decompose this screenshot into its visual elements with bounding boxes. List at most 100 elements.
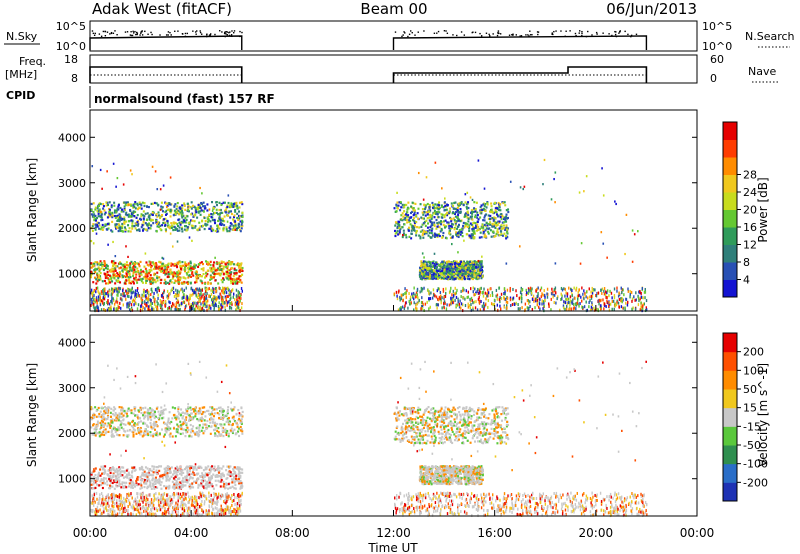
nsky-line — [392, 35, 648, 50]
echo-cell — [617, 301, 620, 305]
echo-cell — [471, 218, 474, 221]
echo-cell — [107, 301, 109, 305]
echo-cell — [467, 273, 470, 276]
echo-cell — [204, 219, 207, 223]
echo-cell — [585, 290, 588, 294]
echo-cell — [215, 484, 218, 487]
echo-cell — [394, 221, 397, 224]
echo-cell — [173, 472, 176, 475]
echo-cell — [173, 271, 176, 274]
echo-cell — [200, 302, 202, 306]
echo-cell — [639, 308, 641, 312]
echo-cell — [143, 290, 145, 294]
echo-cell — [419, 230, 422, 233]
echo-cell — [190, 275, 193, 278]
echo-cell — [499, 304, 501, 308]
echo-cell — [616, 286, 618, 290]
echo-cell — [162, 221, 165, 225]
echo-cell — [145, 269, 148, 272]
nsky-point — [614, 33, 617, 36]
echo-cell — [128, 304, 130, 308]
echo-cell — [526, 299, 529, 303]
echo-cell — [436, 269, 439, 273]
echo-cell — [93, 306, 95, 310]
echo-cell — [416, 295, 418, 299]
echo-cell — [215, 211, 218, 215]
echo-cell — [424, 206, 427, 209]
echo-cell — [187, 299, 190, 303]
echo-cell — [578, 304, 580, 308]
echo-cell — [474, 226, 477, 229]
echo-cell — [106, 264, 109, 268]
echo-cell — [218, 296, 221, 300]
echo-cell — [406, 218, 409, 221]
echo-cell — [111, 270, 114, 273]
echo-cell — [213, 220, 216, 223]
echo-cell — [483, 209, 486, 212]
echo-cell — [212, 303, 214, 307]
echo-cell — [214, 296, 216, 300]
echo-cell — [96, 221, 99, 224]
echo-cell — [116, 297, 118, 301]
echo-cell — [159, 188, 162, 191]
echo-cell — [241, 266, 244, 270]
echo-cell — [463, 239, 465, 242]
echo-cell — [137, 278, 140, 281]
echo-cell — [226, 261, 229, 264]
colorbar-swatch — [723, 262, 737, 280]
echo-cell — [120, 217, 123, 220]
echo-cell — [104, 308, 107, 312]
echo-cell — [219, 208, 222, 212]
echo-cell — [478, 295, 480, 299]
echo-cell — [639, 297, 641, 301]
echo-cell — [553, 288, 556, 292]
echo-cell — [495, 213, 498, 216]
echo-cell — [142, 214, 145, 217]
nsky-point — [106, 31, 109, 33]
echo-cell — [422, 260, 425, 263]
echo-cell — [450, 242, 453, 246]
echo-cell — [174, 228, 177, 231]
echo-cell — [164, 280, 167, 284]
echo-cell — [176, 229, 179, 232]
echo-cell — [209, 220, 212, 223]
echo-cell — [446, 221, 449, 224]
nave-label: Nave — [748, 65, 776, 78]
echo-cell — [219, 274, 222, 277]
echo-cell — [471, 234, 474, 237]
echo-cell — [640, 301, 642, 305]
echo-cell — [446, 203, 449, 207]
echo-cell — [175, 294, 178, 298]
echo-cell — [96, 475, 99, 479]
echo-cell — [102, 288, 104, 292]
echo-cell — [423, 204, 425, 207]
nsky-tick-bottom: 10^0 — [56, 40, 86, 53]
echo-cell — [233, 214, 236, 217]
echo-cell — [174, 272, 177, 275]
echo-cell — [166, 289, 169, 293]
echo-cell — [188, 221, 191, 224]
echo-cell — [541, 302, 543, 306]
echo-cell — [92, 304, 95, 308]
echo-cell — [125, 201, 128, 204]
echo-cell — [130, 215, 133, 218]
echo-cell — [188, 302, 190, 306]
echo-cell — [198, 274, 201, 278]
echo-cell — [477, 225, 480, 229]
echo-cell — [452, 211, 455, 215]
echo-cell — [107, 273, 110, 276]
echo-cell — [106, 201, 109, 204]
echo-cell — [117, 291, 119, 295]
echo-cell — [119, 470, 122, 474]
echo-cell — [535, 299, 537, 303]
echo-cell — [509, 180, 512, 183]
echo-cell — [409, 219, 412, 223]
echo-cell — [166, 221, 169, 225]
echo-cell — [452, 294, 455, 298]
echo-cell — [456, 267, 459, 270]
echo-cell — [539, 288, 542, 292]
echo-cell — [455, 260, 458, 263]
echo-cell — [453, 201, 456, 205]
echo-cell — [103, 287, 105, 291]
echo-cell — [415, 308, 418, 312]
